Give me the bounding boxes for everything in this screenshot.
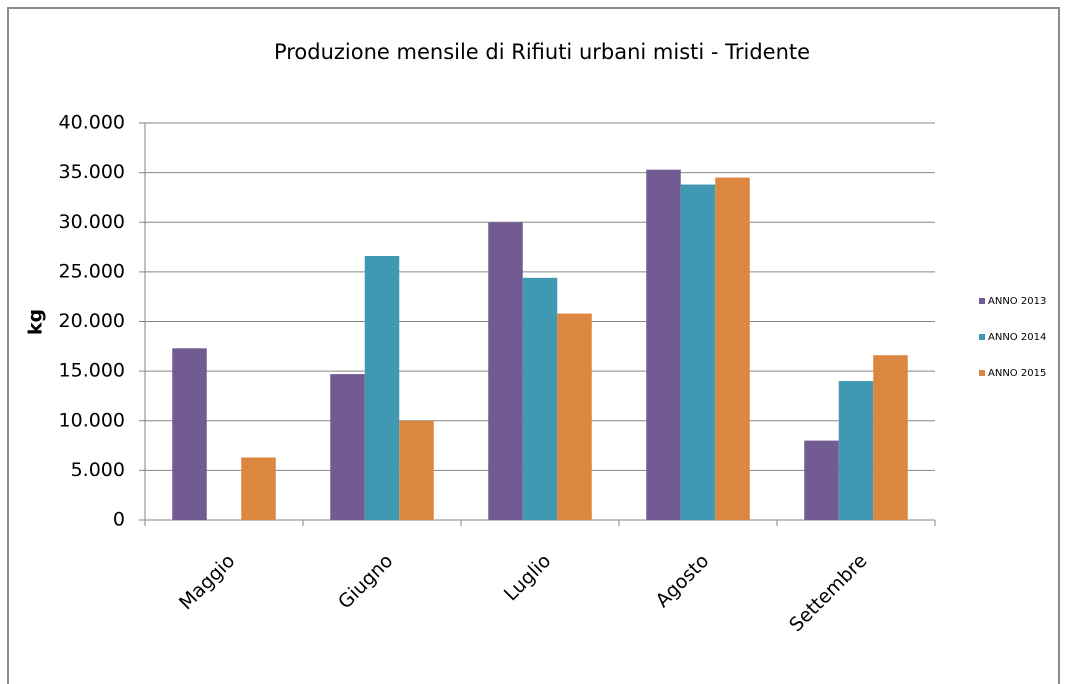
bar <box>680 184 716 520</box>
legend-label: ANNO 2013 <box>988 296 1046 307</box>
y-tick-label: 40.000 <box>59 112 125 134</box>
chart-title: Produzione mensile di Rifiuti urbani mis… <box>274 40 810 64</box>
y-tick-label: 25.000 <box>59 260 125 282</box>
bar <box>488 222 523 520</box>
bar <box>715 177 750 520</box>
y-tick-label: 5.000 <box>71 459 125 481</box>
legend-swatch <box>979 334 985 340</box>
bar <box>241 457 276 520</box>
bar <box>330 374 365 520</box>
y-tick-label: 0 <box>113 509 125 531</box>
bar <box>522 277 558 520</box>
bar <box>838 381 874 520</box>
y-tick-label: 35.000 <box>59 161 125 183</box>
bar <box>646 169 681 520</box>
y-tick-label: 15.000 <box>59 360 125 382</box>
y-axis-label: kg <box>25 309 47 335</box>
y-tick-label: 30.000 <box>59 211 125 233</box>
bar <box>873 355 908 520</box>
y-tick-label: 20.000 <box>59 310 125 332</box>
legend-label: ANNO 2014 <box>988 332 1046 343</box>
legend-label: ANNO 2015 <box>988 368 1046 379</box>
legend-swatch <box>979 298 985 304</box>
bar <box>364 255 400 520</box>
bar <box>399 420 434 520</box>
bar <box>804 440 839 520</box>
bar <box>557 313 592 520</box>
y-tick-label: 10.000 <box>59 409 125 431</box>
legend-swatch <box>979 370 985 376</box>
bar <box>172 348 207 520</box>
